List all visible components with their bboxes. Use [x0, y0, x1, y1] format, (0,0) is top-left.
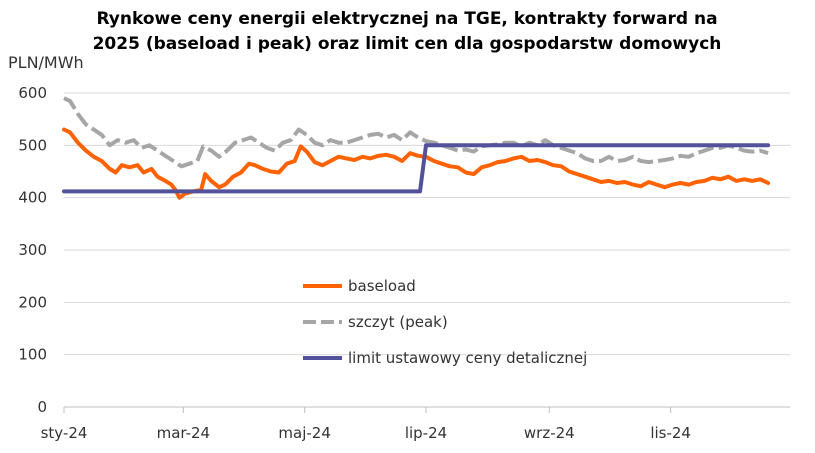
y-tick-label: 600	[18, 84, 47, 102]
legend-item-peak-label: szczyt (peak)	[348, 313, 448, 331]
legend: baseload szczyt (peak) limit ustawowy ceny…	[303, 277, 587, 367]
y-tick-label: 500	[18, 136, 47, 154]
y-tick-label: 0	[37, 398, 47, 416]
y-axis-ticks: 0 100 200 300 400 500 600	[18, 84, 47, 416]
y-axis-unit: PLN/MWh	[8, 53, 84, 72]
x-tick-label: sty-24	[41, 424, 88, 442]
series-peak	[63, 96, 769, 169]
y-tick-label: 200	[18, 293, 47, 311]
legend-item-baseload-label: baseload	[348, 277, 416, 295]
series-limit	[62, 143, 771, 194]
y-tick-label: 300	[18, 241, 47, 259]
x-tick-label: lip-24	[405, 424, 447, 442]
y-tick-label: 100	[18, 346, 47, 364]
y-tick-label: 400	[18, 189, 47, 207]
x-tick-label: wrz-24	[524, 424, 575, 442]
x-tick-label: mar-24	[157, 424, 211, 442]
series-baseload	[62, 127, 771, 200]
chart-title-line-2: 2025 (baseload i peak) oraz limit cen dl…	[93, 34, 722, 54]
chart-title-line-1: Rynkowe ceny energii elektrycznej na TGE…	[96, 9, 717, 29]
x-axis: sty-24 mar-24 maj-24 lip-24 wrz-24 lis-24	[41, 406, 790, 442]
x-tick-label: maj-24	[278, 424, 330, 442]
series-lines	[62, 96, 771, 200]
x-tick-label: lis-24	[650, 424, 691, 442]
legend-item-limit-label: limit ustawowy ceny detalicznej	[348, 349, 587, 367]
